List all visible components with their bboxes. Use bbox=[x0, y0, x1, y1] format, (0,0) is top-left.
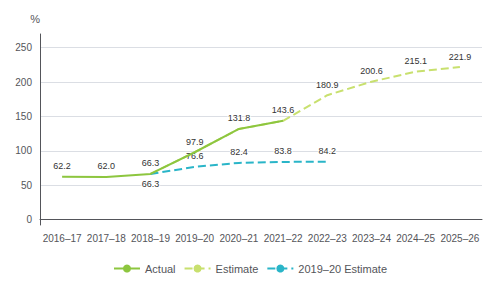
svg-text:2020–21: 2020–21 bbox=[219, 233, 258, 244]
svg-text:0: 0 bbox=[26, 214, 32, 225]
svg-text:2016–17: 2016–17 bbox=[43, 233, 82, 244]
svg-text:2019–20 Estimate: 2019–20 Estimate bbox=[298, 263, 387, 275]
svg-text:66.3: 66.3 bbox=[142, 179, 160, 189]
svg-text:%: % bbox=[30, 13, 40, 25]
svg-text:2025–26: 2025–26 bbox=[440, 233, 479, 244]
svg-text:2023–24: 2023–24 bbox=[352, 233, 391, 244]
svg-text:200: 200 bbox=[15, 77, 32, 88]
svg-text:62.2: 62.2 bbox=[53, 161, 71, 171]
svg-text:2022–23: 2022–23 bbox=[308, 233, 347, 244]
svg-text:221.9: 221.9 bbox=[449, 52, 472, 62]
svg-text:82.4: 82.4 bbox=[230, 147, 248, 157]
svg-text:2021–22: 2021–22 bbox=[264, 233, 303, 244]
svg-text:100: 100 bbox=[15, 145, 32, 156]
svg-text:Actual: Actual bbox=[145, 263, 176, 275]
svg-text:2019–20: 2019–20 bbox=[175, 233, 214, 244]
svg-text:2024–25: 2024–25 bbox=[396, 233, 435, 244]
svg-text:2017–18: 2017–18 bbox=[87, 233, 126, 244]
svg-text:83.8: 83.8 bbox=[274, 146, 292, 156]
svg-text:Estimate: Estimate bbox=[216, 263, 259, 275]
svg-text:150: 150 bbox=[15, 111, 32, 122]
svg-text:180.9: 180.9 bbox=[316, 80, 339, 90]
svg-text:143.6: 143.6 bbox=[272, 105, 295, 115]
svg-text:131.8: 131.8 bbox=[228, 113, 251, 123]
svg-text:84.2: 84.2 bbox=[319, 146, 337, 156]
svg-text:200.6: 200.6 bbox=[360, 66, 383, 76]
svg-text:50: 50 bbox=[21, 180, 33, 191]
svg-text:2018–19: 2018–19 bbox=[131, 233, 170, 244]
svg-text:66.3: 66.3 bbox=[142, 158, 160, 168]
svg-text:76.6: 76.6 bbox=[185, 151, 204, 162]
svg-text:250: 250 bbox=[15, 42, 32, 53]
svg-text:62.0: 62.0 bbox=[98, 161, 116, 171]
svg-text:97.9: 97.9 bbox=[186, 137, 204, 147]
svg-text:215.1: 215.1 bbox=[404, 56, 427, 66]
